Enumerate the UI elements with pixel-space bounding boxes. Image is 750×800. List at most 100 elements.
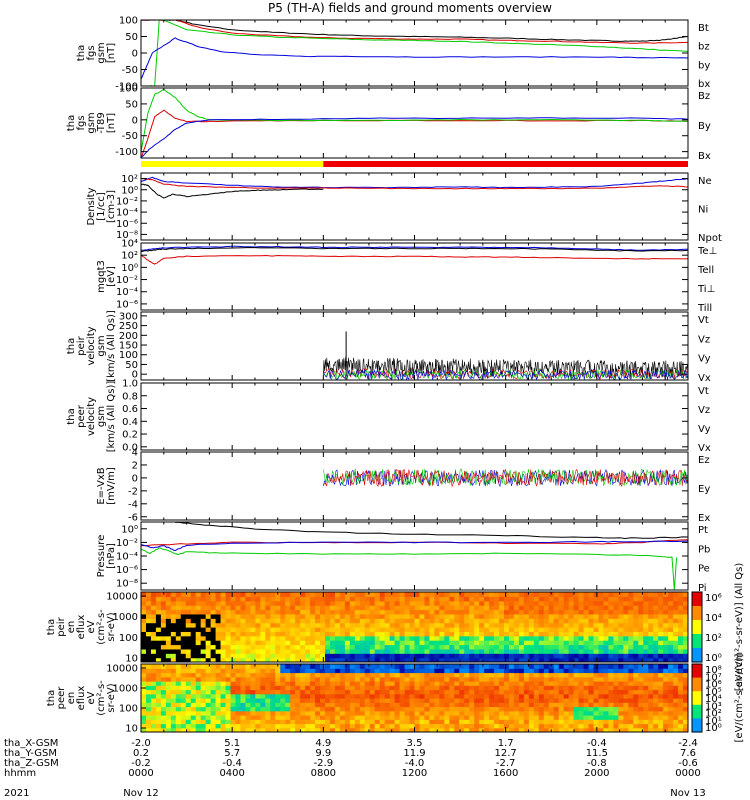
spectrogram-cell — [429, 664, 435, 669]
spectrogram-cell — [315, 689, 321, 695]
spectrogram-cell — [285, 698, 291, 703]
colorbar-tick-label: 10⁸ — [705, 665, 722, 676]
spectrogram-cell — [250, 648, 256, 654]
spectrogram-cell — [195, 592, 202, 597]
spectrogram-cell — [399, 693, 406, 699]
spectrogram-cell — [389, 693, 396, 699]
spectrogram-cell — [673, 648, 679, 654]
colorbar-cell — [692, 674, 702, 677]
spectrogram-cell — [315, 618, 321, 624]
spectrogram-cell — [449, 657, 455, 662]
spectrogram-cell — [643, 640, 649, 646]
spectrogram-cell — [439, 719, 445, 725]
spectrogram-cell — [190, 702, 197, 708]
spectrogram-cell — [290, 644, 296, 650]
spectrogram-cell — [374, 706, 381, 712]
colorbar-cell — [692, 606, 702, 609]
spectrogram-cell — [439, 613, 445, 619]
spectrogram-cell — [638, 715, 644, 720]
spectrogram-cell — [553, 609, 560, 615]
spectrogram-cell — [334, 693, 341, 699]
spectrogram-cell — [245, 727, 251, 732]
spectrogram-cell — [245, 613, 251, 619]
spectrogram-cell — [374, 689, 381, 695]
spectrogram-cell — [673, 685, 679, 691]
spectrogram-cell — [683, 715, 688, 720]
spectrogram-cell — [180, 676, 187, 682]
spectrogram-cell — [429, 723, 435, 729]
spectrogram-cell — [215, 622, 222, 628]
spectrogram-cell — [439, 698, 445, 703]
spectrogram-cell — [315, 657, 321, 662]
spectrogram-cell — [150, 635, 157, 641]
spectrogram-cell — [349, 681, 356, 686]
spectrogram-cell — [449, 689, 455, 695]
spectrogram-cell — [394, 600, 401, 606]
spectrogram-cell — [195, 605, 202, 611]
ephemeris-value: 7.6 — [680, 748, 696, 759]
spectrogram-cell — [598, 618, 605, 624]
spectrogram-cell — [329, 710, 336, 716]
spectrogram-cell — [334, 631, 341, 637]
spectrogram-cell — [678, 622, 684, 628]
spectrogram-cell — [364, 640, 371, 646]
spectrogram-cell — [578, 681, 585, 686]
spectrogram-cell — [310, 648, 316, 654]
spectrogram-cell — [315, 592, 321, 597]
spectrogram-cell — [464, 640, 470, 646]
spectrogram-cell — [558, 609, 565, 615]
spectrogram-cell — [449, 710, 455, 716]
spectrogram-cell — [145, 681, 152, 686]
spectrogram-cell — [285, 693, 291, 699]
spectrogram-cell — [494, 596, 500, 602]
spectrogram-cell — [673, 672, 679, 678]
spectrogram-cell — [230, 706, 237, 712]
spectrogram-cell — [613, 689, 619, 695]
spectrogram-cell — [275, 640, 281, 646]
spectrogram-cell — [245, 723, 251, 729]
ephemeris-value: 5.1 — [224, 738, 240, 749]
spectrogram-cell — [354, 672, 361, 678]
spectrogram-cell — [494, 609, 500, 615]
spectrogram-cell — [175, 676, 182, 682]
spectrogram-cell — [141, 600, 147, 606]
spectrogram-cell — [275, 710, 281, 716]
spectrogram-cell — [280, 609, 286, 615]
ytick-label-pressure: 10⁰ — [121, 524, 138, 535]
spectrogram-cell — [588, 698, 595, 703]
spectrogram-cell — [394, 710, 401, 716]
spectrogram-cell — [230, 648, 237, 654]
spectrogram-cell — [300, 681, 306, 686]
series-line-Pe — [141, 547, 678, 590]
spectrogram-cell — [230, 592, 237, 597]
colorbar-cell — [692, 656, 702, 660]
spectrogram-cell — [578, 702, 585, 708]
spectrogram-cell — [678, 723, 684, 729]
spectrogram-cell — [379, 613, 386, 619]
spectrogram-cell — [528, 723, 535, 729]
spectrogram-cell — [379, 644, 386, 650]
spectrogram-cell — [305, 635, 311, 641]
spectrogram-cell — [404, 719, 411, 725]
spectrogram-cell — [504, 664, 510, 669]
spectrogram-cell — [155, 685, 162, 691]
spectrogram-cell — [434, 672, 440, 678]
spectrogram-cell — [623, 657, 629, 662]
panel-frame-density — [140, 172, 689, 241]
spectrogram-cell — [245, 706, 251, 712]
spectrogram-cell — [414, 664, 421, 669]
spectrogram-cell — [588, 706, 595, 712]
spectrogram-cell — [170, 672, 177, 678]
spectrogram-cell — [434, 600, 440, 606]
spectrogram-cell — [324, 648, 331, 654]
spectrogram-cell — [280, 613, 286, 619]
spectrogram-cell — [394, 727, 401, 732]
spectrogram-cell — [334, 706, 341, 712]
spectrogram-cell — [205, 592, 212, 597]
spectrogram-cell — [404, 605, 411, 611]
spectrogram-cell — [170, 685, 177, 691]
spectrogram-cell — [663, 698, 669, 703]
spectrogram-cell — [409, 681, 416, 686]
spectrogram-cell — [504, 635, 510, 641]
spectrogram-cell — [354, 657, 361, 662]
